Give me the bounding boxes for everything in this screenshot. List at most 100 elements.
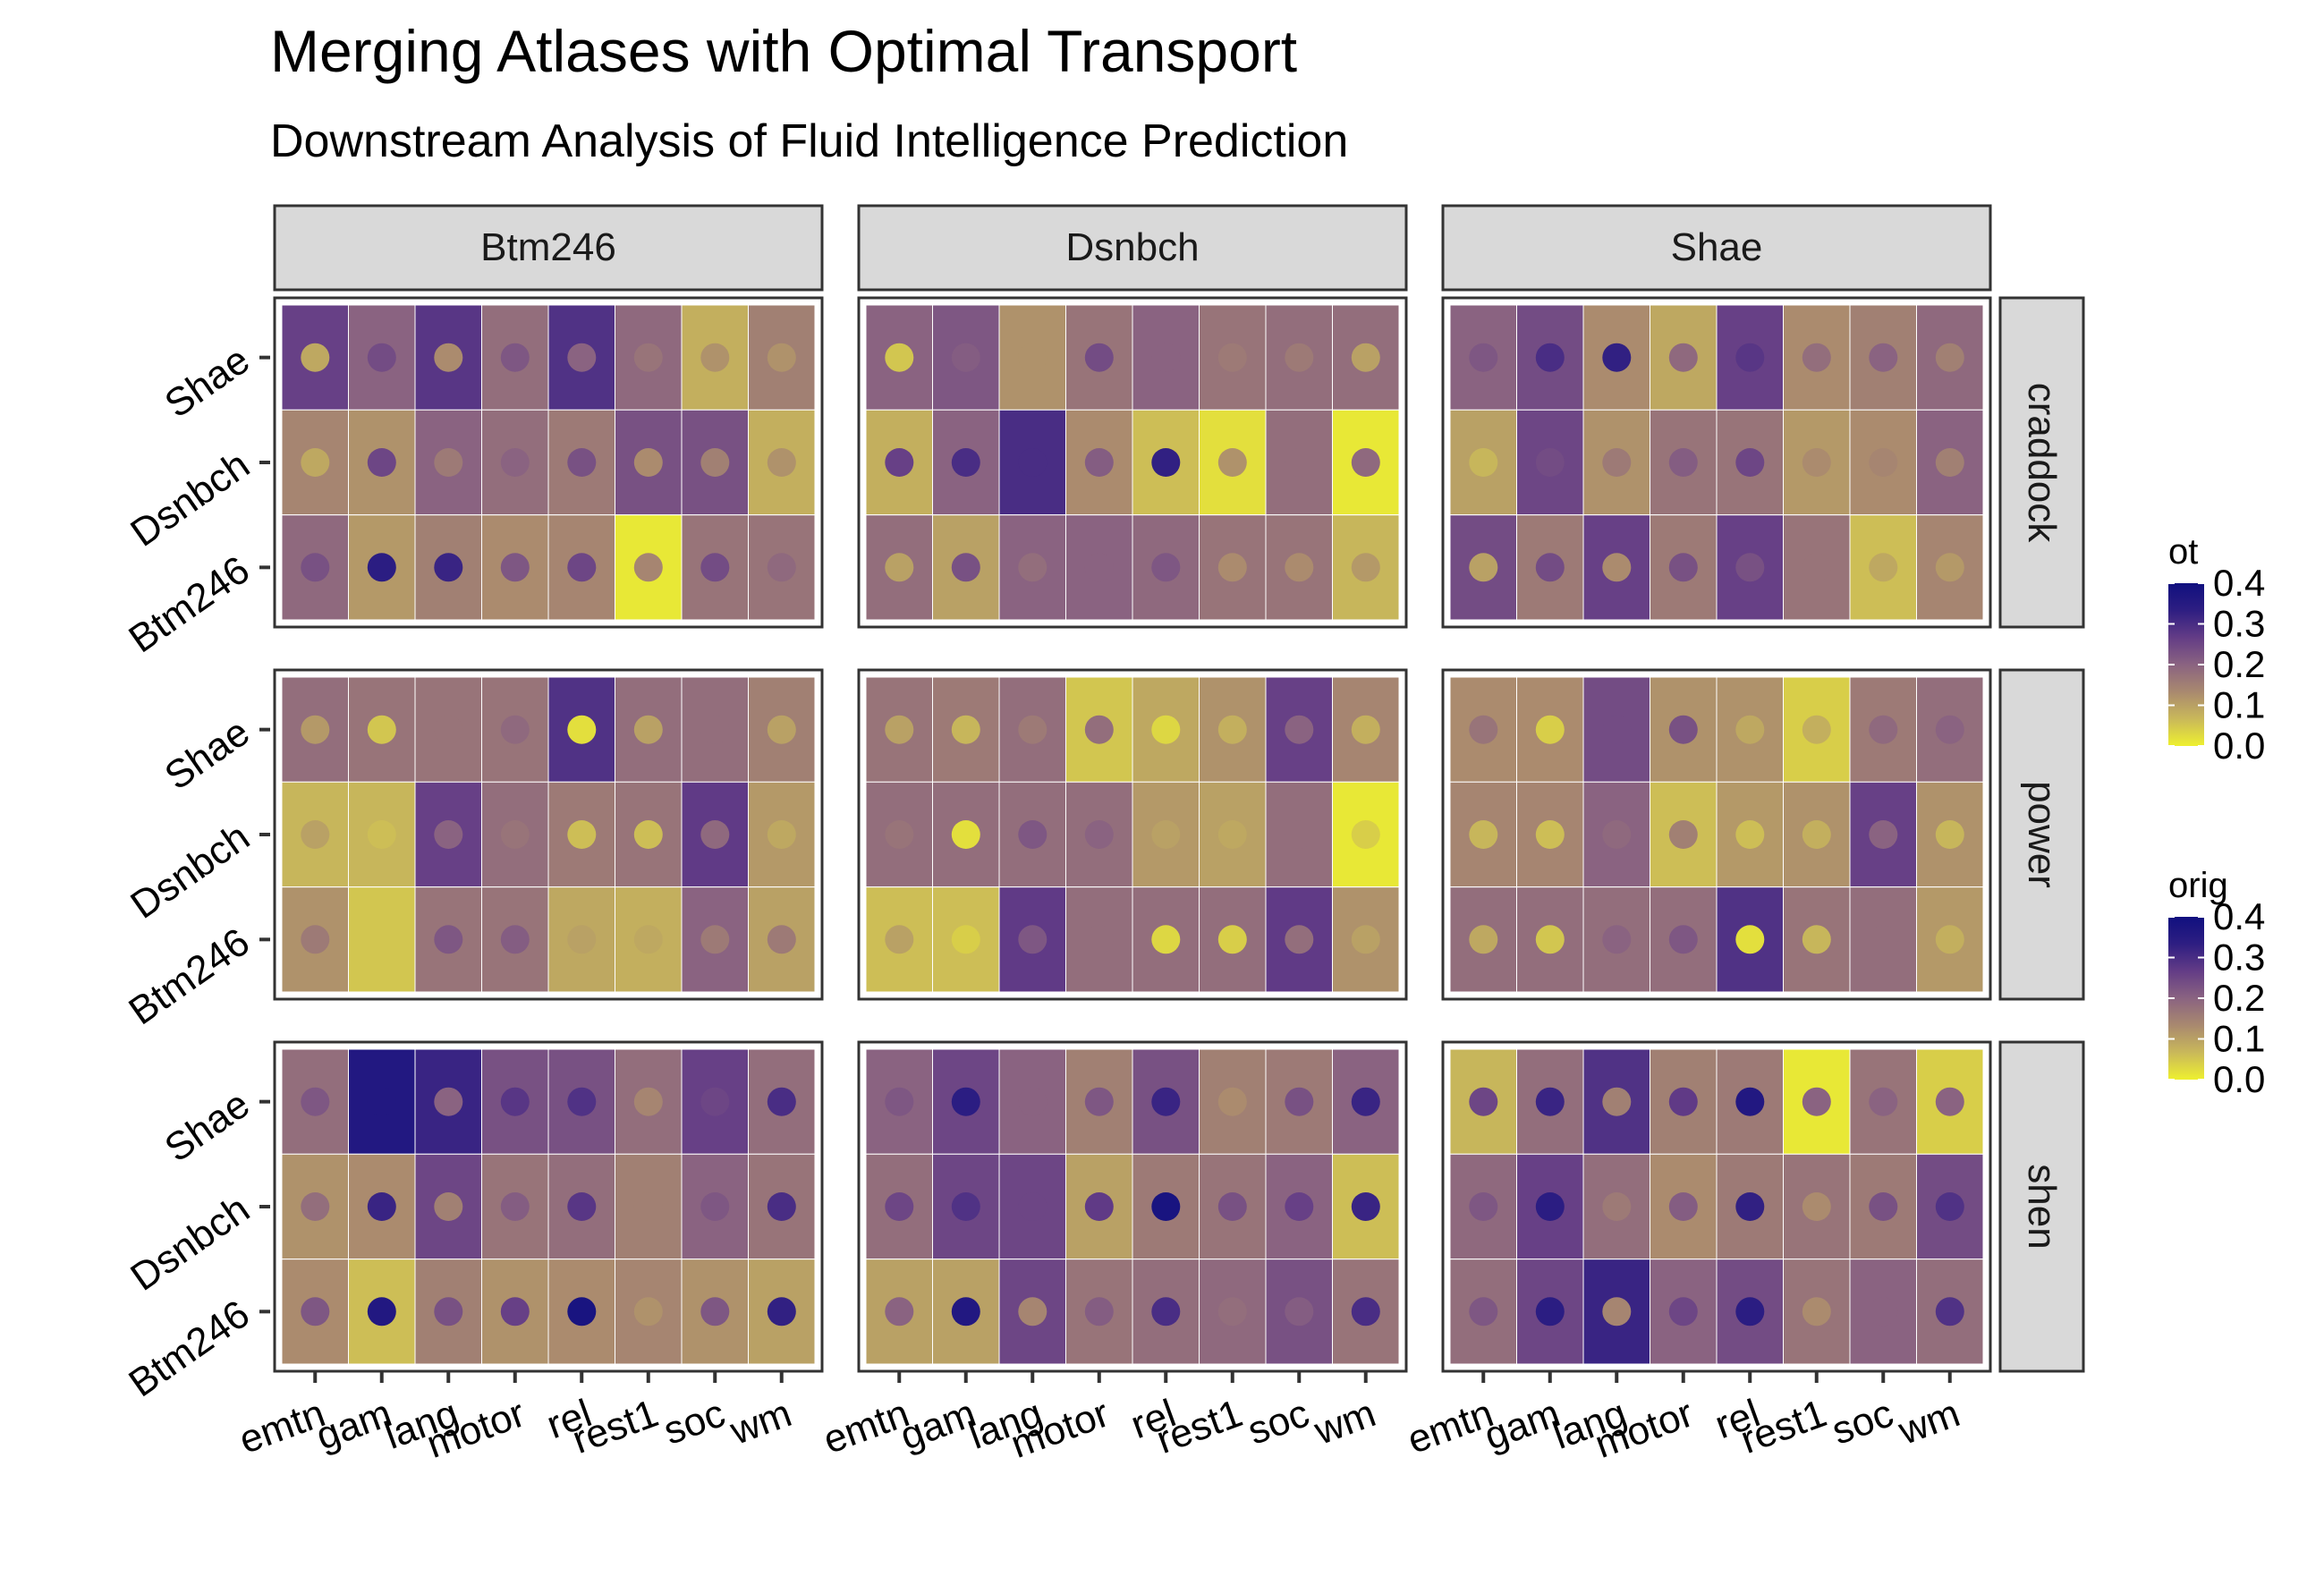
point-shae-motor: [500, 715, 530, 744]
point-dsnbch-motor: [1668, 448, 1698, 477]
strip-background: [1998, 668, 2085, 1001]
point-dsnbch-emtn: [1469, 1192, 1498, 1221]
y-tick-label: Btm246: [121, 1292, 257, 1405]
point-shae-emtn: [885, 715, 914, 744]
point-btm246-rest1: [1802, 1297, 1831, 1326]
point-dsnbch-emtn: [885, 448, 914, 477]
point-shae-rel: [567, 715, 597, 744]
x-tick-label: wm: [1308, 1391, 1381, 1454]
point-shae-wm: [1351, 715, 1380, 744]
point-dsnbch-emtn: [301, 820, 330, 849]
point-dsnbch-lang: [1018, 448, 1047, 477]
tile-shae-gam: [1516, 304, 1584, 411]
point-dsnbch-soc: [700, 820, 730, 849]
point-shae-motor: [500, 343, 530, 372]
strip-row-power: power: [1998, 668, 2085, 1001]
point-btm246-lang: [434, 553, 463, 582]
point-btm246-rel: [1735, 1297, 1765, 1326]
point-btm246-rel: [1735, 553, 1765, 582]
point-shae-gam: [1535, 1087, 1565, 1116]
point-shae-wm: [767, 715, 796, 744]
point-btm246-emtn: [1469, 553, 1498, 582]
point-shae-rest1: [1217, 715, 1247, 744]
point-btm246-lang: [1602, 1297, 1632, 1326]
x-tick-label: soc: [1827, 1391, 1899, 1453]
point-dsnbch-gam: [1535, 820, 1565, 849]
point-btm246-wm: [767, 925, 796, 954]
point-btm246-soc: [700, 553, 730, 582]
legend-tick-label: 0.4: [2213, 895, 2265, 937]
point-btm246-gam: [367, 1297, 396, 1326]
point-dsnbch-emtn: [1469, 448, 1498, 477]
point-dsnbch-gam: [951, 448, 980, 477]
point-shae-lang: [1018, 715, 1047, 744]
point-dsnbch-motor: [1668, 1192, 1698, 1221]
point-dsnbch-rel: [567, 448, 597, 477]
point-dsnbch-wm: [1351, 820, 1380, 849]
point-dsnbch-gam: [951, 820, 980, 849]
point-dsnbch-lang: [434, 448, 463, 477]
point-dsnbch-gam: [367, 448, 396, 477]
y-tick-label: Dsnbch: [123, 815, 257, 928]
strip-row-shen: shen: [1998, 1040, 2085, 1373]
point-shae-wm: [1351, 1087, 1380, 1116]
point-btm246-rest1: [1802, 925, 1831, 954]
point-shae-rest1: [1802, 1087, 1831, 1116]
point-btm246-soc: [1285, 925, 1314, 954]
point-btm246-lang: [434, 1297, 463, 1326]
point-dsnbch-rest1: [633, 820, 663, 849]
point-btm246-rest1: [1217, 553, 1247, 582]
point-dsnbch-emtn: [885, 820, 914, 849]
point-btm246-lang: [1018, 553, 1047, 582]
panel-border: [857, 296, 1408, 629]
strip-label: power: [2020, 781, 2064, 888]
point-shae-lang: [1602, 343, 1632, 372]
legend-tick-label: 0.1: [2213, 1018, 2265, 1060]
point-shae-soc: [700, 715, 730, 744]
point-btm246-wm: [1935, 925, 1964, 954]
point-btm246-rest1: [1217, 925, 1247, 954]
point-btm246-rest1: [633, 553, 663, 582]
point-dsnbch-lang: [1018, 1192, 1047, 1221]
panel-dsnbch-power: [857, 668, 1408, 1001]
strip-label: Shae: [1671, 225, 1763, 269]
point-dsnbch-motor: [500, 1192, 530, 1221]
point-shae-wm: [1935, 715, 1964, 744]
panel-shae-shen: [1441, 1040, 1992, 1373]
point-shae-motor: [1668, 1087, 1698, 1116]
panels-layer: [273, 296, 1992, 1373]
panel-border: [273, 1040, 824, 1373]
panel-shae-power: [1441, 668, 1992, 1001]
legend-tick-label: 0.1: [2213, 684, 2265, 726]
point-shae-rest1: [1217, 343, 1247, 372]
x-tick-label: soc: [1243, 1391, 1315, 1453]
chart-subtitle: Downstream Analysis of Fluid Intelligenc…: [270, 115, 1348, 167]
point-btm246-lang: [1018, 1297, 1047, 1326]
y-tick-label: Shae: [157, 710, 257, 799]
x-tick-label: wm: [1892, 1391, 1965, 1454]
point-dsnbch-rel: [567, 820, 597, 849]
point-dsnbch-rest1: [633, 448, 663, 477]
point-btm246-motor: [500, 925, 530, 954]
strip-col-btm246: Btm246: [273, 204, 824, 292]
point-btm246-gam: [1535, 553, 1565, 582]
panel-btm246-power: [273, 668, 824, 1001]
point-btm246-motor: [1084, 553, 1114, 582]
point-shae-soc: [1285, 343, 1314, 372]
point-shae-soc: [700, 1087, 730, 1116]
point-dsnbch-lang: [1018, 820, 1047, 849]
point-btm246-wm: [1351, 1297, 1380, 1326]
point-shae-wm: [1935, 1087, 1964, 1116]
point-btm246-wm: [1935, 553, 1964, 582]
panel-dsnbch-craddock: [857, 296, 1408, 629]
point-shae-emtn: [301, 1087, 330, 1116]
point-dsnbch-rel: [1151, 820, 1181, 849]
point-shae-rel: [1735, 715, 1765, 744]
tile-btm246-rel: [547, 1259, 615, 1365]
point-btm246-wm: [767, 553, 796, 582]
y-tick-label: Dsnbch: [123, 1187, 257, 1300]
point-btm246-rest1: [633, 1297, 663, 1326]
